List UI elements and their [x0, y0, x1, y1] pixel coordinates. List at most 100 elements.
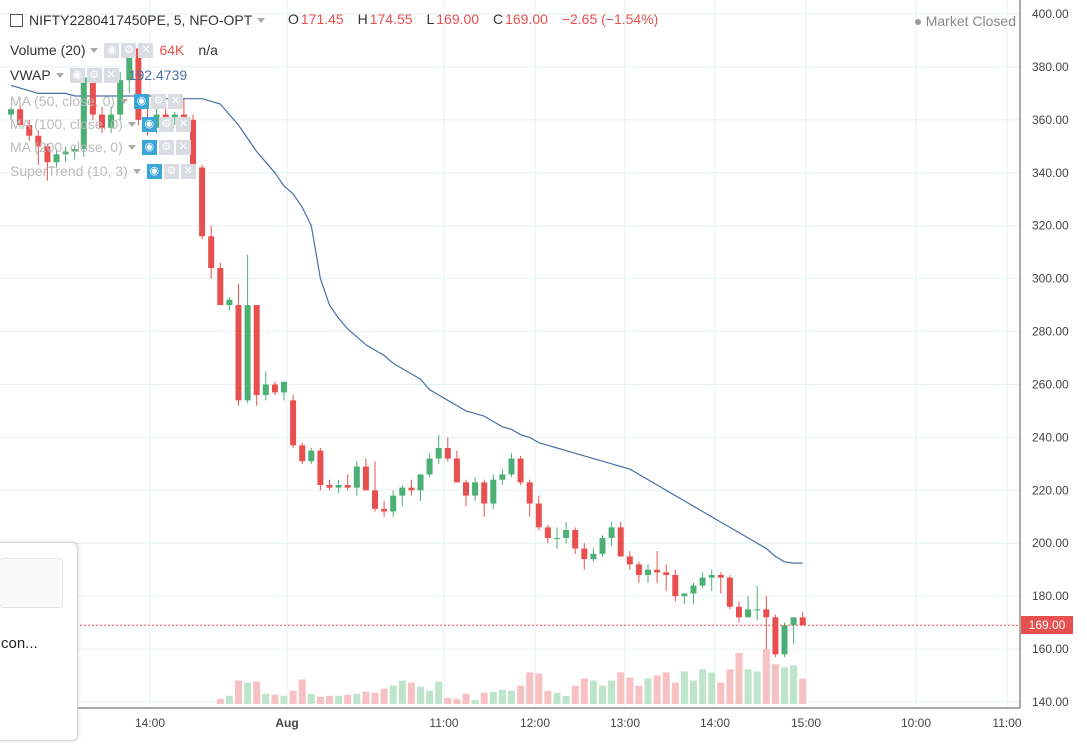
symbol-dropdown-icon[interactable]	[257, 17, 266, 23]
volume-bar	[389, 685, 397, 704]
close-icon[interactable]: ✕	[175, 116, 191, 132]
indicator-ma200[interactable]: MA (200, close, 0) ◉ ⚙ ✕	[10, 137, 193, 157]
eye-icon[interactable]: ◉	[104, 42, 120, 58]
volume-bar	[580, 678, 588, 704]
popup-text[interactable]: con...	[1, 635, 38, 652]
indicator-supertrend[interactable]: SuperTrend (10, 3) ◉ ⚙ ✕	[10, 161, 198, 181]
volume-bar	[371, 692, 379, 704]
candle-body	[654, 569, 661, 573]
indicator-vwap[interactable]: VWAP ◉ ⚙ ✕ 192.4739	[10, 65, 187, 85]
volume-bar	[253, 681, 261, 704]
close-icon[interactable]: ✕	[175, 139, 191, 155]
volume-bar	[644, 678, 652, 704]
volume-bar	[708, 672, 716, 704]
candle-body	[353, 466, 360, 488]
candle-body	[717, 574, 724, 578]
candle-body	[308, 450, 315, 462]
volume-bar	[589, 680, 597, 704]
gear-icon[interactable]: ⚙	[163, 163, 179, 179]
candle-body	[699, 577, 706, 586]
indicator-ma50[interactable]: MA (50, close, 0) ◉ ⚙ ✕	[10, 91, 185, 111]
y-tick-label: 160.00	[1032, 642, 1069, 656]
candle-body	[554, 537, 560, 539]
volume-bar	[553, 692, 561, 704]
chevron-down-icon[interactable]	[55, 72, 64, 78]
volume-bar	[799, 678, 807, 704]
volume-bar	[626, 677, 634, 704]
gear-icon[interactable]: ⚙	[158, 139, 174, 155]
indicator-label[interactable]: Volume (20)	[10, 42, 86, 58]
candle-body	[281, 381, 287, 393]
indicator-label[interactable]: VWAP	[10, 67, 51, 83]
candle-body	[690, 585, 697, 594]
indicator-label[interactable]: SuperTrend (10, 3)	[10, 163, 128, 179]
candle-body	[299, 445, 306, 462]
indicator-volume[interactable]: Volume (20) ◉ ⚙ ✕ 64K n/a	[10, 40, 218, 60]
volume-bar	[271, 694, 279, 704]
eye-icon[interactable]: ◉	[141, 116, 157, 132]
eye-icon[interactable]: ◉	[69, 67, 85, 83]
gear-icon[interactable]: ⚙	[121, 42, 137, 58]
close-icon[interactable]: ✕	[180, 163, 196, 179]
popup-panel[interactable]: con...	[0, 542, 78, 741]
chevron-down-icon[interactable]	[127, 144, 136, 150]
volume-bar	[398, 680, 406, 704]
high-label: H	[357, 11, 368, 27]
symbol-checkbox-icon[interactable]	[10, 13, 23, 27]
volume-bar	[362, 691, 370, 704]
candle-body	[99, 114, 105, 128]
chevron-down-icon[interactable]	[132, 168, 141, 174]
chevron-down-icon[interactable]	[127, 121, 136, 127]
y-tick-label: 360.00	[1032, 113, 1069, 127]
candle-body	[344, 485, 351, 488]
close-icon[interactable]: ✕	[138, 42, 154, 58]
candle-body	[271, 384, 278, 393]
candle-body	[171, 114, 178, 118]
indicator-value: 64K	[159, 42, 185, 58]
symbol-row[interactable]: NIFTY2280417450PE, 5, NFO-OPT	[10, 10, 266, 30]
ohlc-readout: O 171.45 H 174.55 L 169.00 C 169.00 −2.65 (−…	[288, 11, 668, 27]
gear-icon[interactable]: ⚙	[86, 67, 102, 83]
chevron-down-icon[interactable]	[120, 98, 129, 104]
open-label: O	[288, 11, 299, 27]
volume-bar	[498, 689, 506, 704]
symbol-name[interactable]: NIFTY2280417450PE, 5, NFO-OPT	[29, 12, 253, 28]
volume-bar	[235, 680, 242, 704]
eye-icon[interactable]: ◉	[141, 139, 157, 155]
volume-bar	[662, 672, 670, 704]
volume-bar	[753, 671, 761, 704]
volume-bar	[417, 686, 424, 704]
candle-body	[290, 400, 297, 446]
popup-input[interactable]	[0, 558, 63, 608]
y-tick-label: 260.00	[1032, 377, 1069, 391]
candle-body	[745, 609, 752, 618]
volume-bar	[244, 682, 252, 704]
close-icon[interactable]: ✕	[103, 67, 119, 83]
indicator-label[interactable]: MA (50, close, 0)	[10, 93, 116, 109]
indicator-controls: ◉ ⚙ ✕	[69, 67, 121, 83]
volume-bar	[453, 698, 461, 704]
candle-body	[508, 458, 515, 475]
volume-bar	[307, 693, 315, 704]
close-icon[interactable]: ✕	[168, 93, 184, 109]
gear-icon[interactable]: ⚙	[151, 93, 167, 109]
x-tick-label: 12:00	[520, 716, 550, 730]
candle-body	[126, 48, 133, 81]
y-tick-label: 140.00	[1032, 695, 1069, 709]
chevron-down-icon[interactable]	[90, 47, 99, 53]
candle-body	[362, 466, 369, 491]
indicator-ma100[interactable]: MA (100, close, 0) ◉ ⚙ ✕	[10, 114, 193, 134]
volume-bar	[280, 695, 288, 704]
open-value: 171.45	[300, 11, 344, 27]
gear-icon[interactable]: ⚙	[158, 116, 174, 132]
low-value: 169.00	[436, 11, 480, 27]
candle-body	[499, 474, 506, 480]
indicator-label[interactable]: MA (100, close, 0)	[10, 116, 123, 132]
x-tick-label: 14:00	[700, 716, 730, 730]
eye-icon[interactable]: ◉	[146, 163, 162, 179]
indicator-label[interactable]: MA (200, close, 0)	[10, 139, 123, 155]
indicator-controls: ◉ ⚙ ✕	[104, 42, 155, 58]
eye-icon[interactable]: ◉	[134, 93, 150, 109]
